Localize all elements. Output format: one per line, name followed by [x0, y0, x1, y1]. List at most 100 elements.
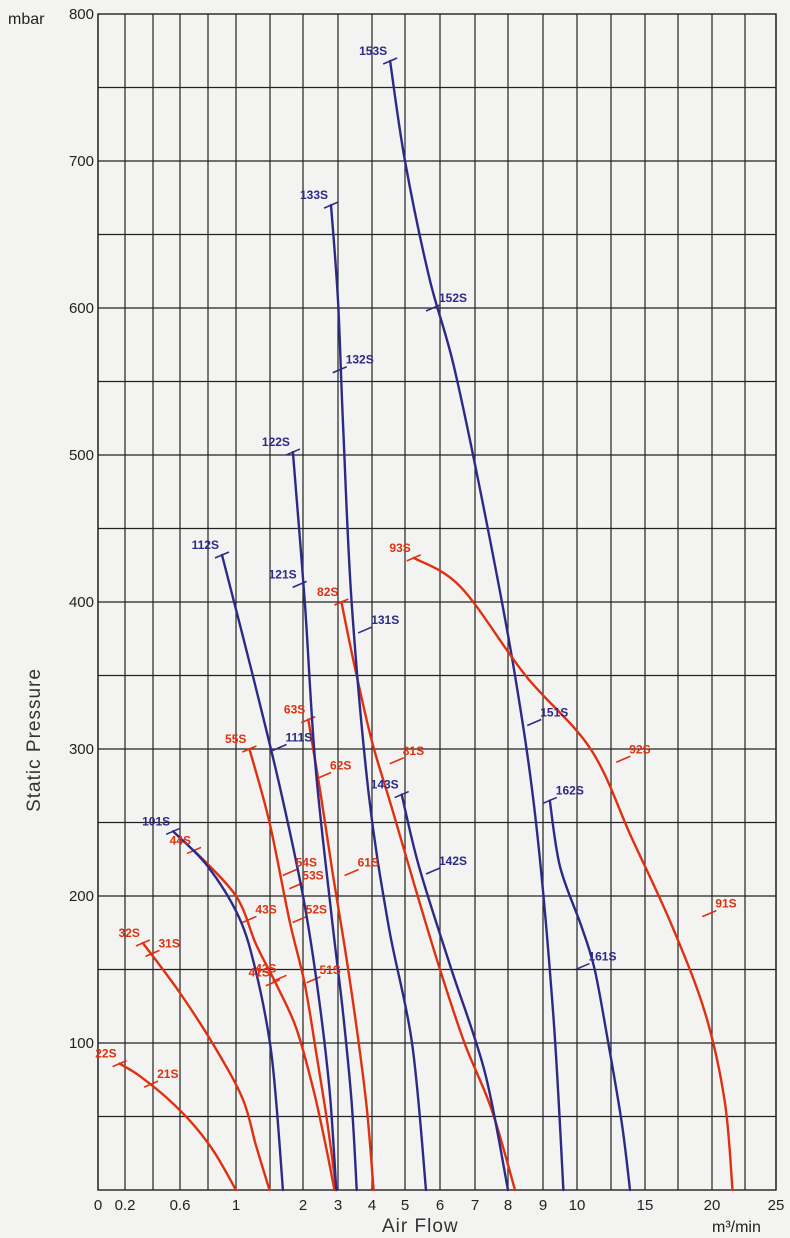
series-label-32S: 32S — [119, 926, 140, 940]
x-tick-label: 9 — [539, 1197, 547, 1214]
series-curve-112S — [220, 553, 338, 1192]
series-label-41S: 41S — [248, 966, 269, 980]
x-tick-label: 1 — [232, 1197, 240, 1214]
series-label-131S: 131S — [371, 613, 399, 627]
series-marker-101S — [165, 827, 181, 836]
series-curve-162S — [548, 799, 632, 1192]
series-label-62S: 62S — [330, 758, 351, 772]
series-label-111S: 111S — [286, 731, 313, 745]
series-marker-93S — [406, 554, 422, 562]
series-curve-63S — [307, 718, 375, 1192]
x-unit-label: m³/min — [712, 1219, 761, 1236]
x-axis-label: Air Flow — [382, 1216, 459, 1237]
series-label-122S: 122S — [262, 435, 290, 449]
series-marker-52S — [292, 915, 307, 924]
series-marker-55S — [242, 745, 257, 753]
series-label-31S: 31S — [159, 936, 180, 950]
series-marker-62S — [316, 771, 332, 780]
series-label-121S: 121S — [269, 567, 297, 581]
x-tick-label: 8 — [504, 1197, 512, 1214]
y-unit-label: mbar — [8, 11, 45, 28]
series-label-55S: 55S — [225, 732, 246, 746]
series-curve-22S — [118, 1062, 238, 1192]
series-curve-55S — [248, 747, 338, 1192]
series-label-132S: 132S — [346, 353, 374, 367]
series-marker-142S — [425, 867, 441, 875]
series-label-152S: 152S — [439, 291, 467, 305]
series-label-93S: 93S — [389, 541, 410, 555]
series-label-81S: 81S — [403, 744, 424, 758]
x-tick-label: 20 — [704, 1197, 721, 1214]
series-marker-132S — [332, 366, 348, 374]
axis-ticks: 100 200 300 400 500 600 700 800 0 0.2 0.6 1 2 3 4 5 6 7 8 9… — [69, 6, 784, 1214]
series-label-21S: 21S — [157, 1067, 178, 1081]
series-marker-161S — [575, 962, 590, 971]
y-tick-label: 400 — [69, 594, 94, 611]
series-layer — [112, 57, 734, 1192]
y-tick-label: 300 — [69, 741, 94, 758]
series-label-142S: 142S — [439, 854, 467, 868]
x-tick-label: 10 — [569, 1197, 586, 1214]
series-label-22S: 22S — [95, 1047, 116, 1061]
series-marker-21S — [143, 1080, 159, 1088]
series-marker-82S — [334, 598, 349, 606]
series-marker-51S — [306, 976, 321, 984]
series-label-54S: 54S — [296, 855, 317, 869]
series-marker-111S — [272, 743, 287, 752]
series-marker-121S — [292, 580, 307, 589]
y-axis-label: Static Pressure — [24, 668, 45, 812]
series-marker-153S — [382, 57, 398, 65]
series-label-63S: 63S — [284, 703, 305, 717]
series-label-53S: 53S — [302, 869, 323, 883]
series-marker-162S — [542, 796, 558, 805]
series-marker-151S — [526, 718, 542, 727]
x-tick-label: 7 — [471, 1197, 479, 1214]
series-label-162S: 162S — [556, 783, 584, 797]
y-tick-label: 500 — [69, 447, 94, 464]
series-curve-153S — [388, 59, 565, 1192]
x-tick-label: 5 — [401, 1197, 409, 1214]
series-marker-152S — [425, 304, 441, 312]
series-marker-42S — [272, 974, 287, 983]
series-marker-122S — [285, 448, 301, 456]
series-label-52S: 52S — [306, 903, 327, 917]
series-marker-31S — [145, 949, 160, 958]
series-marker-92S — [615, 755, 631, 764]
series-marker-91S — [702, 909, 717, 918]
x-tick-label: 0 — [94, 1197, 102, 1214]
x-tick-label: 3 — [334, 1197, 342, 1214]
series-label-133S: 133S — [300, 188, 328, 202]
series-marker-54S — [282, 868, 297, 877]
series-curve-93S — [412, 556, 734, 1192]
series-label-101S: 101S — [142, 814, 170, 828]
x-tick-label: 0.2 — [115, 1197, 136, 1214]
x-tick-label: 4 — [368, 1197, 376, 1214]
series-label-153S: 153S — [359, 44, 387, 58]
series-marker-22S — [112, 1059, 127, 1068]
series-label-51S: 51S — [320, 963, 341, 977]
y-tick-label: 100 — [69, 1035, 94, 1052]
series-curve-143S — [400, 793, 510, 1192]
series-label-44S: 44S — [170, 833, 191, 847]
series-marker-81S — [389, 757, 405, 765]
x-tick-label: 0.6 — [170, 1197, 191, 1214]
series-label-161S: 161S — [588, 950, 616, 964]
series-marker-61S — [344, 868, 359, 877]
series-label-42S: 42S — [255, 961, 276, 975]
y-tick-label: 800 — [69, 6, 94, 23]
series-label-151S: 151S — [540, 706, 568, 720]
series-label-61S: 61S — [358, 855, 379, 869]
x-tick-label: 15 — [637, 1197, 654, 1214]
series-label-82S: 82S — [317, 585, 338, 599]
series-marker-143S — [394, 790, 410, 799]
series-marker-131S — [357, 626, 373, 634]
series-label-112S: 112S — [192, 538, 219, 552]
y-tick-label: 700 — [69, 153, 94, 170]
y-tick-label: 200 — [69, 888, 94, 905]
y-tick-label: 600 — [69, 300, 94, 317]
series-curve-101S — [171, 830, 285, 1192]
series-marker-41S — [265, 978, 281, 987]
series-label-143S: 143S — [371, 778, 399, 792]
series-marker-43S — [242, 915, 257, 924]
